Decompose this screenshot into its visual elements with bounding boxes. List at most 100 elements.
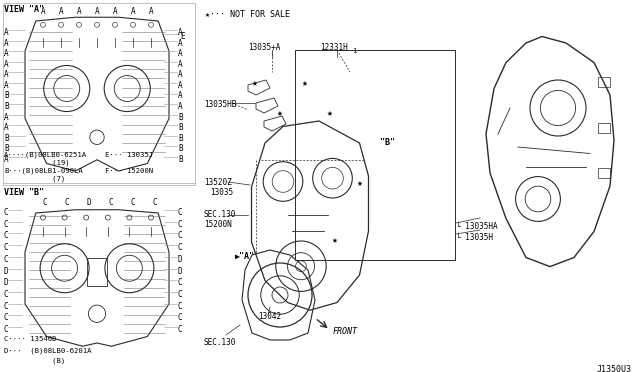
Text: SEC.130: SEC.130 bbox=[204, 338, 236, 347]
Text: B···(B)08LB1-090LA: B···(B)08LB1-090LA bbox=[4, 168, 83, 174]
Text: A: A bbox=[4, 123, 8, 132]
Text: A: A bbox=[178, 39, 182, 48]
Text: C: C bbox=[178, 208, 182, 217]
Text: B: B bbox=[4, 134, 8, 143]
Text: B: B bbox=[178, 134, 182, 143]
Text: ▶"A": ▶"A" bbox=[235, 252, 255, 261]
Text: A: A bbox=[41, 7, 45, 16]
Text: B: B bbox=[4, 102, 8, 111]
Text: C···· 13540D: C···· 13540D bbox=[4, 336, 56, 342]
Bar bbox=[598, 168, 610, 178]
Text: A: A bbox=[178, 81, 182, 90]
Text: A: A bbox=[77, 7, 81, 16]
Text: C: C bbox=[4, 313, 8, 322]
Text: C: C bbox=[4, 220, 8, 229]
Text: A····(B)08LB0-6251A: A····(B)08LB0-6251A bbox=[4, 152, 87, 158]
Text: A: A bbox=[148, 7, 154, 16]
Text: A: A bbox=[178, 92, 182, 100]
Text: B: B bbox=[4, 144, 8, 153]
Text: C: C bbox=[178, 231, 182, 240]
Text: B: B bbox=[178, 155, 182, 164]
Text: D···  (B)08LB0-6201A: D··· (B)08LB0-6201A bbox=[4, 347, 92, 353]
Text: C: C bbox=[4, 290, 8, 299]
Bar bbox=[3, 3, 195, 185]
Text: D: D bbox=[4, 278, 8, 287]
Text: A: A bbox=[131, 7, 135, 16]
Text: └ 13035H: └ 13035H bbox=[456, 233, 493, 242]
Text: 15200N: 15200N bbox=[204, 220, 232, 229]
Text: "B": "B" bbox=[380, 138, 395, 147]
Text: A: A bbox=[4, 113, 8, 122]
Text: A: A bbox=[59, 7, 63, 16]
Text: ★: ★ bbox=[302, 78, 308, 88]
Text: C: C bbox=[4, 208, 8, 217]
Text: D: D bbox=[178, 255, 182, 264]
Text: C: C bbox=[4, 302, 8, 311]
Text: A: A bbox=[4, 39, 8, 48]
Text: (19): (19) bbox=[4, 160, 70, 167]
Text: ★: ★ bbox=[332, 235, 338, 245]
Bar bbox=[87, 258, 107, 286]
Text: FRONT: FRONT bbox=[333, 327, 358, 336]
Text: A: A bbox=[4, 49, 8, 58]
Text: C: C bbox=[178, 325, 182, 334]
Text: ★: ★ bbox=[277, 108, 283, 118]
Text: C: C bbox=[4, 231, 8, 240]
Text: A: A bbox=[4, 155, 8, 164]
Text: VIEW "A": VIEW "A" bbox=[4, 5, 44, 14]
Text: C: C bbox=[178, 290, 182, 299]
Text: C: C bbox=[4, 255, 8, 264]
Text: C: C bbox=[153, 198, 157, 207]
Text: C: C bbox=[109, 198, 113, 207]
Text: D: D bbox=[178, 266, 182, 276]
Text: F··· 15200N: F··· 15200N bbox=[105, 168, 153, 174]
Text: (7): (7) bbox=[4, 176, 65, 183]
Text: (B): (B) bbox=[4, 357, 65, 363]
Text: 13035HB: 13035HB bbox=[204, 100, 236, 109]
Text: 13035: 13035 bbox=[210, 188, 233, 197]
Text: A: A bbox=[178, 60, 182, 69]
Text: C: C bbox=[178, 278, 182, 287]
Text: A: A bbox=[4, 60, 8, 69]
Text: ★: ★ bbox=[252, 78, 258, 88]
Text: C: C bbox=[43, 198, 47, 207]
Text: B: B bbox=[178, 113, 182, 122]
Text: ★: ★ bbox=[327, 108, 333, 118]
Text: 1: 1 bbox=[352, 48, 356, 54]
Text: B: B bbox=[178, 123, 182, 132]
Text: C: C bbox=[4, 325, 8, 334]
Text: SEC.130: SEC.130 bbox=[204, 210, 236, 219]
Text: D: D bbox=[4, 266, 8, 276]
Text: 13035+A: 13035+A bbox=[248, 43, 280, 52]
Text: 13520Z: 13520Z bbox=[204, 178, 232, 187]
Text: C: C bbox=[178, 302, 182, 311]
Text: A: A bbox=[4, 70, 8, 79]
Bar bbox=[598, 122, 610, 132]
Text: C: C bbox=[65, 198, 69, 207]
Text: A: A bbox=[178, 49, 182, 58]
Text: A: A bbox=[178, 70, 182, 79]
Text: A: A bbox=[4, 81, 8, 90]
Text: B: B bbox=[4, 92, 8, 100]
Text: J1350U3: J1350U3 bbox=[597, 365, 632, 372]
Text: 12331H: 12331H bbox=[320, 43, 348, 52]
Text: VIEW "B": VIEW "B" bbox=[4, 188, 44, 197]
Text: └ 13035HA: └ 13035HA bbox=[456, 222, 498, 231]
Text: ★··· NOT FOR SALE: ★··· NOT FOR SALE bbox=[205, 10, 290, 19]
Text: E··· 13035J: E··· 13035J bbox=[105, 152, 153, 158]
Text: B: B bbox=[178, 144, 182, 153]
Text: 13042: 13042 bbox=[258, 312, 281, 321]
Text: C: C bbox=[4, 243, 8, 252]
Text: A: A bbox=[4, 28, 8, 37]
Bar bbox=[598, 77, 610, 87]
Text: C: C bbox=[178, 220, 182, 229]
Text: C: C bbox=[131, 198, 135, 207]
Text: A: A bbox=[113, 7, 117, 16]
Text: D: D bbox=[86, 198, 92, 207]
Bar bbox=[295, 50, 455, 260]
Text: A: A bbox=[178, 102, 182, 111]
Text: C: C bbox=[178, 243, 182, 252]
Text: E: E bbox=[180, 32, 184, 41]
Text: C: C bbox=[178, 313, 182, 322]
Text: A: A bbox=[95, 7, 99, 16]
